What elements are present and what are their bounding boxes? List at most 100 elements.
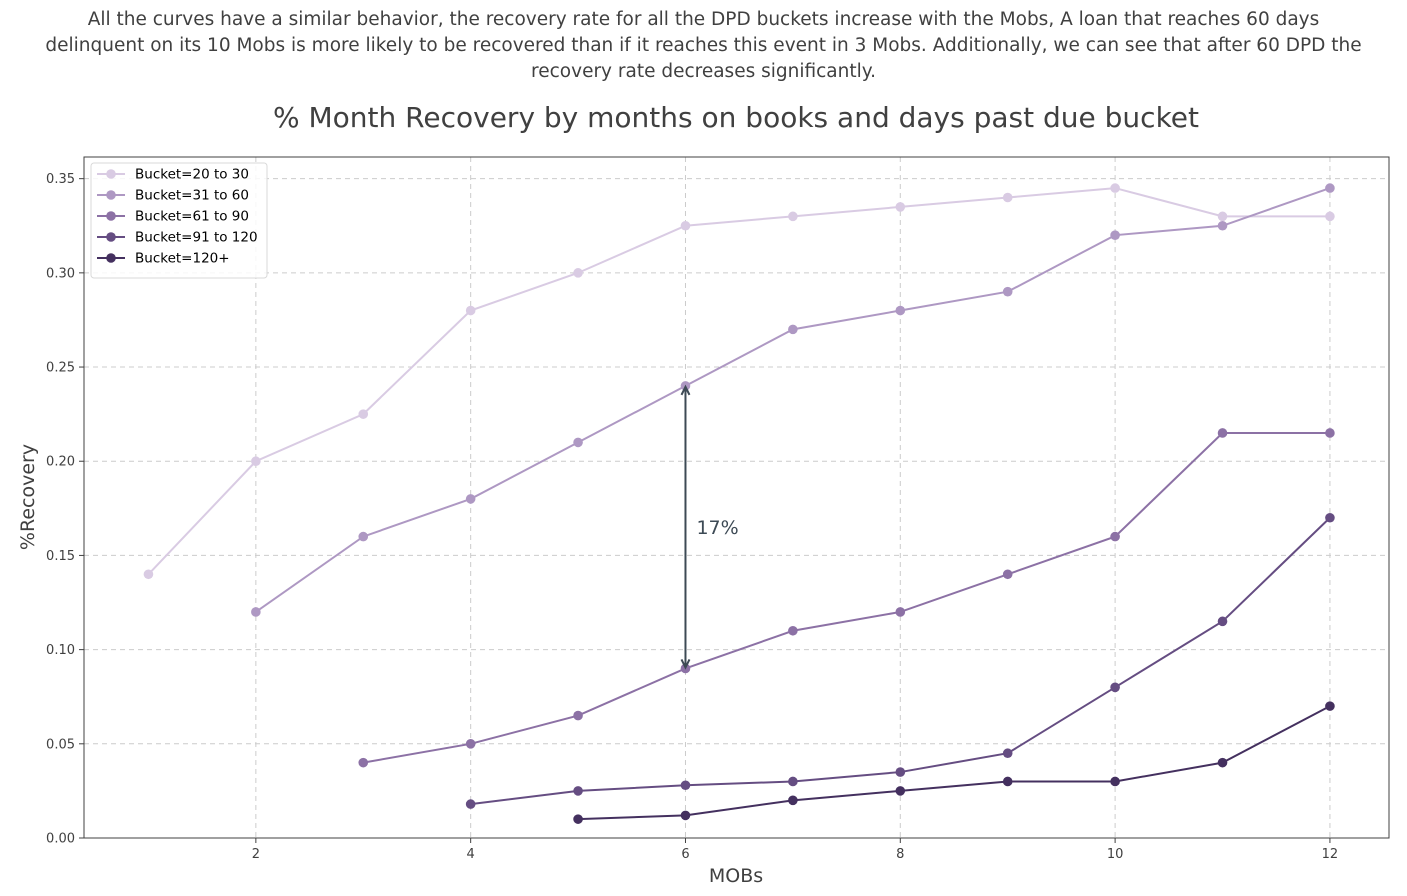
series-group (143, 183, 1335, 824)
legend-box (90, 162, 268, 279)
data-point (895, 202, 906, 212)
chart-subtitle: All the curves have a similar behavior, … (0, 7, 1407, 85)
data-point (1217, 211, 1228, 222)
y-tick-label: 0.15 (46, 549, 75, 564)
legend-marker (106, 169, 116, 179)
x-tick-label: 12 (1322, 847, 1339, 862)
legend-label: Bucket=120+ (135, 251, 230, 267)
y-tick-label: 0.35 (46, 172, 75, 187)
chart-title: % Month Recovery by months on books and … (273, 101, 1199, 134)
x-tick-label: 6 (681, 847, 689, 862)
series-line (147, 187, 1330, 575)
data-point (1002, 776, 1013, 787)
data-point (465, 305, 476, 316)
y-tick-label: 0.30 (46, 266, 75, 281)
series-line (363, 431, 1330, 764)
y-tick-label: 0.05 (46, 737, 75, 752)
legend-item: Bucket=61 to 90 (97, 209, 249, 225)
x-tick-label: 2 (252, 847, 260, 862)
subtitle-line-1: All the curves have a similar behavior, … (87, 9, 1320, 30)
data-point (1110, 776, 1120, 787)
series-2 (251, 183, 1335, 617)
legend-item: Bucket=20 to 30 (97, 167, 249, 183)
data-point (1325, 183, 1335, 193)
data-point (1217, 220, 1228, 231)
data-point (788, 776, 798, 787)
legend-label: Bucket=20 to 30 (135, 167, 249, 183)
data-point (358, 757, 369, 768)
x-axis-label: MOBs (709, 865, 763, 887)
data-point (1325, 701, 1335, 711)
data-point (358, 531, 369, 542)
data-point (895, 305, 906, 316)
data-point (251, 607, 261, 617)
data-point (895, 767, 906, 777)
series-3 (358, 428, 1335, 768)
legend-item: Bucket=31 to 60 (97, 188, 249, 204)
legend: Bucket=20 to 30 Bucket=31 to 60 Bucket=61 … (90, 162, 268, 279)
data-point (680, 780, 691, 791)
legend-marker (106, 232, 116, 242)
data-point (143, 569, 154, 580)
data-point (573, 814, 583, 824)
data-point (573, 786, 583, 796)
data-point (788, 324, 798, 335)
subtitle-line-2: delinquent on its 10 Mobs is more likely… (45, 35, 1362, 56)
data-point (1325, 428, 1335, 438)
data-point (1325, 512, 1335, 523)
data-point (895, 607, 906, 617)
subtitle-line-3: recovery rate decreases significantly. (531, 61, 876, 82)
data-point (680, 220, 691, 231)
data-point (1002, 569, 1013, 580)
legend-item: Bucket=91 to 120 (97, 230, 258, 246)
data-point (1325, 211, 1335, 222)
legend-marker (106, 253, 116, 263)
data-point (1217, 757, 1228, 768)
legend-label: Bucket=91 to 120 (135, 230, 258, 246)
y-axis-label: %Recovery (17, 444, 39, 550)
grid (84, 157, 1389, 839)
series-line (578, 705, 1331, 821)
x-tick-label: 4 (467, 847, 475, 862)
annotation-label: 17% (696, 517, 738, 539)
y-tick-label: 0.00 (46, 832, 75, 847)
legend-label: Bucket=31 to 60 (135, 188, 249, 204)
legend-marker (106, 190, 116, 200)
plot-frame (83, 156, 1390, 839)
legend-label: Bucket=61 to 90 (135, 209, 249, 225)
series-4 (465, 512, 1335, 809)
data-point (465, 739, 476, 749)
axes: 2 4 6 8 10 12 0.00 0.05 0.10 0.15 0.20 0.25 0.30 0.35 (46, 156, 1390, 862)
x-tick-label: 8 (896, 847, 904, 862)
data-point (788, 795, 798, 806)
data-point (1002, 192, 1013, 203)
data-point (465, 494, 476, 504)
data-point (1110, 230, 1120, 240)
legend-marker (106, 211, 116, 221)
annotation: 17% (680, 384, 739, 670)
series-5 (573, 701, 1335, 824)
data-point (251, 456, 261, 467)
data-point (788, 211, 798, 222)
x-tick-label: 10 (1107, 847, 1124, 862)
y-tick-label: 0.10 (46, 643, 75, 658)
data-point (358, 409, 369, 419)
series-1 (143, 183, 1335, 580)
arrow-head-up (680, 384, 691, 396)
data-point (1002, 748, 1013, 759)
y-tick-label: 0.25 (46, 361, 75, 376)
data-point (573, 710, 583, 721)
data-point (1217, 428, 1228, 438)
data-point (1217, 616, 1228, 627)
data-point (1110, 531, 1120, 542)
data-point (1110, 183, 1120, 193)
arrow-head-down (680, 659, 691, 670)
y-tick-label: 0.20 (46, 455, 75, 470)
data-point (573, 268, 583, 278)
legend-item: Bucket=120+ (97, 251, 230, 267)
data-point (788, 625, 798, 636)
data-point (895, 786, 906, 796)
series-line (255, 187, 1331, 613)
data-point (465, 799, 476, 809)
